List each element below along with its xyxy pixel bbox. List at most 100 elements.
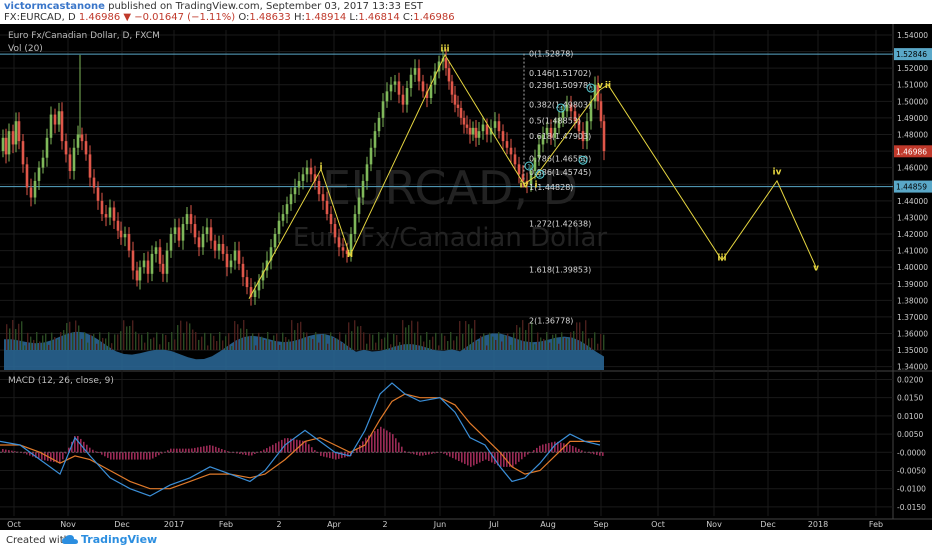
volume-bar	[495, 339, 497, 350]
macd-histogram-bar	[155, 452, 157, 457]
sub-wave-circle	[578, 155, 588, 165]
candle-body	[481, 124, 485, 132]
macd-histogram-bar	[290, 438, 292, 453]
volume-bar	[258, 332, 260, 350]
sub-wave-circle	[524, 161, 534, 171]
candle-body	[541, 134, 545, 145]
volume-bar	[198, 339, 200, 350]
volume-bar	[102, 337, 104, 350]
axes: 1.540001.530001.520001.510001.500001.490…	[7, 31, 932, 529]
volume-bar	[117, 334, 119, 350]
time-tick-label: Sep	[593, 520, 608, 529]
macd-histogram-bar	[440, 452, 442, 453]
macd-histogram-bar	[410, 452, 412, 454]
volume-bar	[378, 332, 380, 350]
macd-histogram-bar	[50, 452, 52, 462]
candle-body	[285, 204, 289, 215]
volume-bar	[183, 332, 185, 350]
candle-body	[11, 131, 15, 145]
candle-body	[573, 111, 577, 122]
macd-histogram-bar	[536, 447, 538, 453]
candle-body	[269, 247, 273, 261]
candle-body	[462, 117, 466, 125]
volume-bar	[30, 336, 32, 350]
candle-body	[119, 230, 123, 238]
macd-histogram-bar	[140, 452, 142, 460]
candle-body	[397, 81, 401, 95]
volume-bar	[408, 325, 410, 350]
volume-bar	[63, 330, 65, 350]
macd-histogram-bar	[485, 452, 487, 460]
macd-histogram-bar	[17, 451, 19, 453]
volume-bar	[288, 339, 290, 350]
time-tick-label: 2017	[164, 520, 184, 529]
volume-bar	[207, 345, 209, 350]
volume-bar	[222, 340, 224, 350]
candle-body	[471, 127, 475, 135]
candle-body	[599, 101, 603, 122]
volume-bar	[510, 344, 512, 350]
volume-bar	[132, 320, 134, 350]
volume-bar	[369, 334, 371, 350]
candle-body	[150, 253, 154, 274]
macd-histogram-bar	[188, 448, 190, 453]
current-price-tag: 1.46986	[896, 147, 927, 156]
volume-bar	[162, 333, 164, 350]
candle-body	[529, 170, 533, 185]
published-text: published on TradingView.com, September …	[108, 1, 423, 12]
volume-bar	[525, 330, 527, 350]
volume-bar	[480, 335, 482, 350]
macd-histogram-bar	[365, 437, 367, 453]
macd-histogram-bar	[266, 448, 268, 453]
candle-body	[237, 250, 241, 264]
volume-bar	[129, 325, 131, 350]
candle-body	[493, 121, 497, 128]
tradingview-logo[interactable]: TradingView	[62, 533, 157, 546]
volume-bar	[204, 332, 206, 350]
price-tick-label: 1.50000	[897, 97, 928, 106]
volume-bar	[348, 322, 350, 350]
candle-body	[185, 214, 189, 225]
candle-body	[373, 131, 377, 148]
candle-body	[577, 121, 581, 132]
candle-body	[553, 127, 557, 138]
macd-histogram-bar	[101, 452, 103, 455]
fib-level-label: 0.786(1.46550)	[529, 155, 591, 164]
volume-bar	[534, 344, 536, 350]
volume-bar	[582, 331, 584, 350]
macd-histogram-bar	[104, 452, 106, 457]
candle-body	[100, 200, 104, 215]
macd-histogram-bar	[161, 452, 163, 454]
wave-label: iv	[773, 167, 782, 177]
volume-bar	[60, 332, 62, 350]
volume-bar	[168, 342, 170, 350]
sub-wave-circle	[535, 169, 545, 179]
current-price-tag-bg	[894, 145, 932, 158]
candle-body	[181, 224, 185, 241]
candle-body	[341, 247, 345, 251]
wave-label: i	[319, 162, 322, 172]
chart-svg[interactable]: EURCAD, D Euro Fx/Canadian Dollar 0(1.52…	[0, 24, 932, 530]
macd-histogram-bar	[194, 447, 196, 453]
volume-legend: Vol (20)	[8, 44, 43, 54]
macd-histogram-bar	[164, 451, 166, 453]
price-tick-label: 1.46000	[897, 164, 928, 173]
volume-bar	[186, 321, 188, 350]
macd-histogram-bar	[416, 452, 418, 455]
watermark-name: Euro Fx/Canadian Dollar	[293, 223, 608, 253]
author-link[interactable]: victormcastanone	[4, 1, 105, 12]
candle-body	[173, 227, 177, 234]
candle-body	[225, 253, 229, 268]
price-tick-label: 1.38000	[897, 296, 928, 305]
candle-body	[33, 180, 37, 198]
volume-bar	[66, 323, 68, 350]
candle-body	[389, 84, 393, 92]
candle-body	[104, 214, 108, 218]
macd-histogram-bar	[83, 441, 85, 453]
candle-body	[377, 117, 381, 132]
macd-histogram-bar	[569, 444, 571, 453]
volume-bar	[579, 322, 581, 350]
volume-bar	[531, 321, 533, 350]
sub-wave-circle	[586, 83, 596, 93]
